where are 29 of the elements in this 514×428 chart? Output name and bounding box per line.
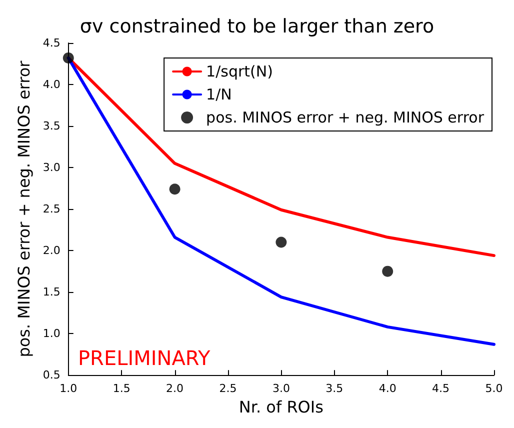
y-tick-label: 3.0 [42, 161, 60, 174]
point [62, 52, 74, 64]
annotation: PRELIMINARY [78, 346, 212, 370]
x-tick-label: 2.5 [219, 382, 237, 396]
x-tick-label: 5.0 [485, 382, 503, 396]
legend-label: 1/N [206, 86, 232, 104]
x-tick-label: 4.5 [432, 382, 450, 396]
y-tick-label: 1.5 [42, 286, 60, 299]
x-tick-label: 3.5 [326, 382, 344, 396]
y-tick-label: 1.0 [42, 327, 60, 340]
y-tick-label: 3.5 [42, 120, 60, 133]
point [382, 266, 394, 277]
y-tick-label: 4.5 [42, 36, 60, 50]
y-tick-label: 2.5 [42, 202, 60, 216]
point [276, 236, 287, 248]
y-tick-label: 0.5 [42, 368, 60, 382]
x-tick-label: 1.0 [60, 382, 78, 396]
y-tick-label: 4.0 [42, 78, 60, 92]
y-tick-label: 2.0 [42, 244, 60, 258]
legend-label: 1/sqrt(N) [206, 62, 273, 80]
x-tick-label: 2.0 [166, 382, 184, 396]
x-tick-label: 1.5 [112, 382, 130, 396]
x-axis-title: Nr. of ROIs [238, 398, 324, 416]
x-tick-label: 3.0 [272, 382, 290, 396]
point [169, 184, 180, 195]
x-tick-label: 4.0 [378, 382, 396, 396]
chart-title: σv constrained to be larger than zero [80, 16, 434, 38]
y-axis-title: pos. MINOS error + neg. MINOS error [14, 60, 34, 358]
legend-label: pos. MINOS error + neg. MINOS error [206, 108, 485, 126]
